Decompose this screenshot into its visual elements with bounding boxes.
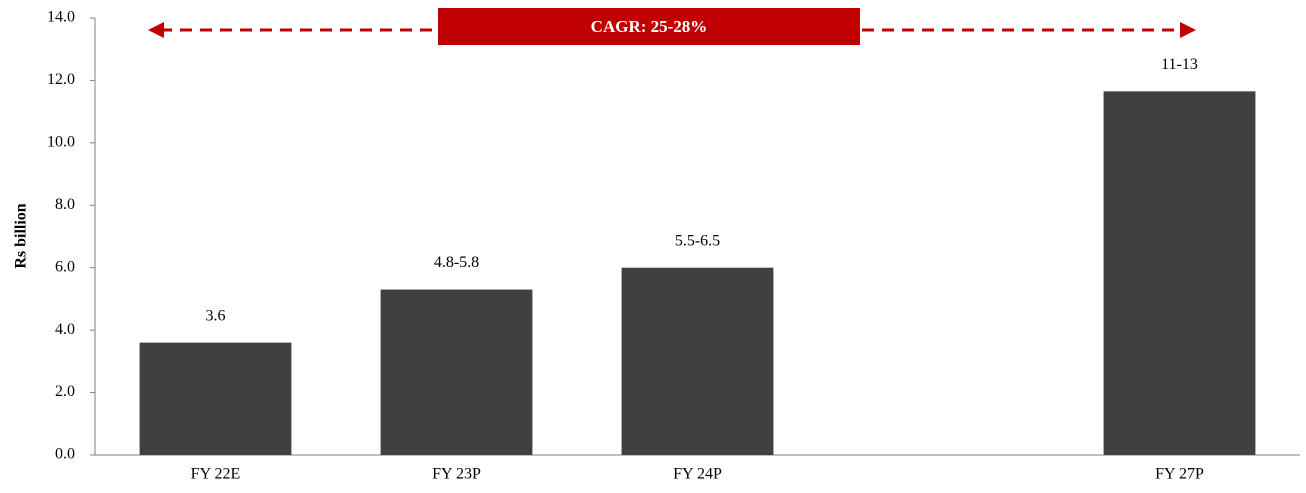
y-tick-label: 2.0 bbox=[55, 383, 75, 400]
value-label: 5.5-6.5 bbox=[675, 232, 720, 249]
arrow-head-left bbox=[148, 22, 164, 38]
cagr-annotation: CAGR: 25-28% bbox=[148, 8, 1196, 45]
bar bbox=[621, 267, 774, 455]
value-label: 11-13 bbox=[1161, 56, 1198, 73]
y-tick-label: 8.0 bbox=[55, 196, 75, 213]
annotation-box bbox=[438, 8, 860, 45]
y-tick-label: 12.0 bbox=[47, 71, 75, 88]
y-tick-label: 6.0 bbox=[55, 258, 75, 275]
y-tick-label: 4.0 bbox=[55, 321, 75, 338]
bar bbox=[139, 342, 292, 455]
y-axis-label: Rs billion bbox=[13, 203, 30, 268]
annotation-text: CAGR: 25-28% bbox=[591, 17, 708, 36]
x-tick-label: FY 24P bbox=[673, 466, 722, 483]
x-tick-label: FY 22E bbox=[191, 466, 241, 483]
bar bbox=[380, 289, 533, 455]
value-label: 4.8-5.8 bbox=[434, 254, 479, 271]
y-tick-label: 10.0 bbox=[47, 134, 75, 151]
x-tick-label: FY 27P bbox=[1155, 466, 1204, 483]
y-tick-label: 0.0 bbox=[55, 446, 75, 463]
bar bbox=[1103, 91, 1256, 455]
value-label: 3.6 bbox=[206, 307, 226, 324]
y-tick-label: 14.0 bbox=[47, 9, 75, 26]
arrow-head-right bbox=[1180, 22, 1196, 38]
x-tick-label: FY 23P bbox=[432, 466, 481, 483]
